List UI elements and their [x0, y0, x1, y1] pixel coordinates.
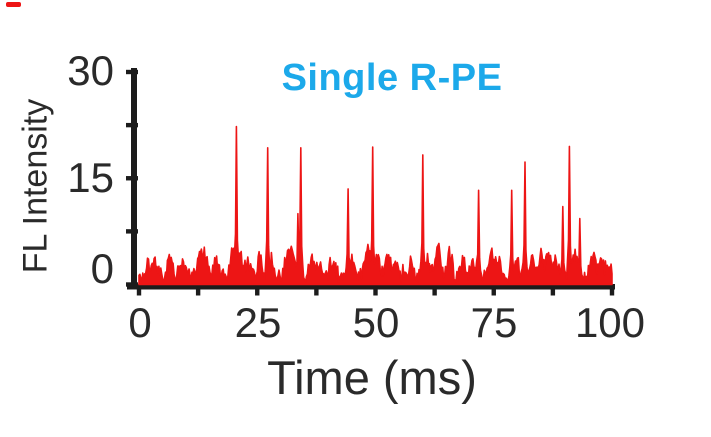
y-tick-label-30: 30 [67, 47, 114, 94]
y-axis-tick [126, 176, 138, 181]
x-tick-label-25: 25 [234, 299, 282, 346]
x-axis-tick [491, 288, 496, 296]
y-tick-label-0: 0 [90, 245, 114, 292]
x-tick-label-50: 50 [352, 299, 400, 346]
x-axis-spine [127, 284, 615, 290]
y-axis-tick [126, 229, 138, 234]
x-axis-tick [432, 288, 437, 296]
x-axis-label: Time (ms) [267, 351, 477, 404]
stray-red-artifact [6, 2, 21, 7]
x-axis-tick [373, 288, 378, 296]
x-tick-label-75: 75 [470, 299, 518, 346]
x-axis-tick [314, 288, 319, 296]
y-tick-label-15: 15 [67, 154, 114, 201]
fluorescence-trace [138, 125, 613, 286]
x-axis-tick [609, 288, 615, 296]
y-axis-tick [126, 122, 138, 128]
chart-title: Single R-PE [281, 57, 503, 99]
x-tick-label-100: 100 [574, 299, 646, 346]
x-axis-tick [255, 288, 260, 296]
x-axis-tick [550, 288, 556, 296]
x-tick-label-0: 0 [128, 299, 152, 346]
y-axis-tick [126, 282, 138, 287]
x-axis-tick [195, 288, 201, 296]
y-axis-tick [126, 69, 138, 75]
x-axis-tick [136, 288, 142, 296]
